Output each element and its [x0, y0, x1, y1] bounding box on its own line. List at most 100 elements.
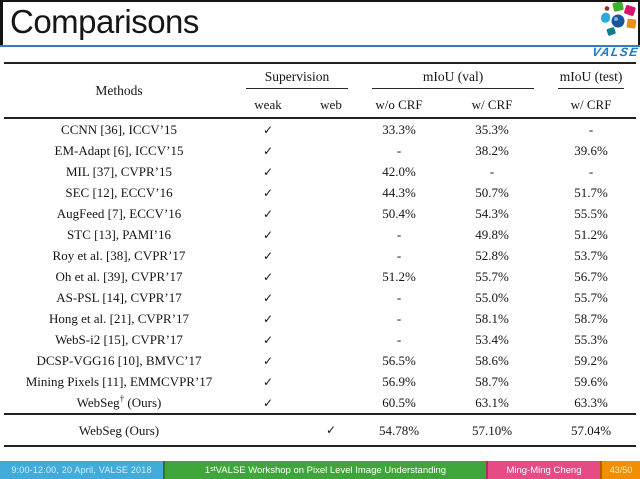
table-row: EM-Adapt [6], ICCV’15 ✓ - 38.2% 39.6%: [4, 140, 636, 161]
miou-test-w-crf-cell: 51.7%: [574, 185, 608, 200]
weak-check-cell: ✓: [262, 122, 274, 137]
miou-val-wo-crf-cell: 44.3%: [382, 185, 416, 200]
footer-session: 9:00-12:00, 20 April, VALSE 2018: [0, 461, 163, 479]
slide-right-border: [638, 0, 640, 47]
method-cell: SEC [12], ECCV’16: [65, 185, 173, 200]
table-row: MIL [37], CVPR’15 ✓ 42.0% - -: [4, 161, 636, 182]
col-header-weak: weak: [234, 92, 302, 119]
web-check-cell: [302, 140, 360, 161]
col-group-miou-val: mIoU (val): [360, 63, 546, 92]
weak-check-cell: ✓: [262, 353, 274, 368]
miou-val-wo-crf-cell: 60.5%: [382, 395, 416, 410]
miou-val-wo-crf-cell: 50.4%: [382, 206, 416, 221]
web-check-cell: [302, 245, 360, 266]
weak-check-cell: ✓: [262, 269, 274, 284]
miou-test-w-crf-cell: 59.6%: [574, 374, 608, 389]
web-check-cell: [302, 203, 360, 224]
method-cell: EM-Adapt [6], ICCV’15: [54, 143, 184, 158]
miou-val-wo-crf-cell: -: [396, 227, 402, 242]
method-cell: Roy et al. [38], CVPR’17: [52, 248, 186, 263]
miou-val-w-crf-cell: 49.8%: [475, 227, 509, 242]
web-check-cell: [302, 182, 360, 203]
web-check-cell: [302, 308, 360, 329]
miou-val-wo-crf-cell: -: [396, 248, 402, 263]
col-header-web: web: [302, 92, 361, 119]
footer-workshop-rest: VALSE Workshop on Pixel Level Image Unde…: [215, 464, 447, 476]
col-header-w-crf-val: w/ CRF: [438, 92, 547, 119]
slide-left-border: [0, 0, 3, 47]
col-group-supervision-label: Supervision: [246, 64, 349, 89]
method-cell: MIL [37], CVPR’15: [65, 164, 173, 179]
col-group-supervision: Supervision: [234, 63, 360, 92]
table-row: SEC [12], ECCV’16 ✓ 44.3% 50.7% 51.7%: [4, 182, 636, 203]
table-row: CCNN [36], ICCV’15 ✓ 33.3% 35.3% -: [4, 118, 636, 140]
valse-logo: VALSE: [591, 1, 640, 59]
table-row: DCSP-VGG16 [10], BMVC’17 ✓ 56.5% 58.6% 59.2%: [4, 350, 636, 371]
miou-test-w-crf-cell: 55.5%: [574, 206, 608, 221]
miou-val-w-crf-cell: 55.0%: [475, 290, 509, 305]
miou-test-w-crf-cell: 63.3%: [574, 395, 608, 410]
miou-val-wo-crf-cell: 51.2%: [382, 269, 416, 284]
method-cell: Oh et al. [39], CVPR’17: [55, 269, 183, 284]
method-cell: AS-PSL [14], CVPR’17: [56, 290, 182, 305]
method-cell: CCNN [36], ICCV’15: [61, 122, 177, 137]
web-check-cell: [302, 224, 360, 245]
footer-workshop-num: 1: [204, 464, 211, 476]
miou-val-wo-crf-cell: -: [396, 332, 402, 347]
table-row: WebSeg† (Ours) ✓ 60.5% 63.1% 63.3%: [4, 392, 636, 414]
title-divider: [0, 45, 640, 47]
method-cell: WebS-i2 [15], CVPR’17: [55, 332, 183, 347]
table-body: CCNN [36], ICCV’15 ✓ 33.3% 35.3% - EM-Adapt […: [4, 118, 636, 414]
miou-val-w-crf-cell: -: [489, 164, 495, 179]
web-check-cell: [302, 266, 360, 287]
web-check-cell: [302, 371, 360, 392]
method-cell: WebSeg† (Ours): [76, 393, 162, 410]
table-row: WebSeg (Ours) ✓ 54.78% 57.10% 57.04%: [4, 414, 636, 446]
weak-check-cell: ✓: [262, 311, 274, 326]
weak-check-cell: ✓: [262, 332, 274, 347]
web-check-cell: [302, 118, 360, 140]
footer-page-number: 43/50: [600, 461, 640, 479]
page-title: Comparisons: [10, 3, 199, 40]
miou-val-w-crf-cell: 57.10%: [471, 422, 513, 438]
method-cell: Hong et al. [21], CVPR’17: [48, 311, 190, 326]
miou-test-w-crf-cell: 39.6%: [574, 143, 608, 158]
method-cell: STC [13], PAMI’16: [67, 227, 171, 242]
web-check-cell: [302, 392, 360, 414]
web-check-cell: [302, 287, 360, 308]
table-row: WebS-i2 [15], CVPR’17 ✓ - 53.4% 55.3%: [4, 329, 636, 350]
miou-test-w-crf-cell: 56.7%: [574, 269, 608, 284]
miou-test-w-crf-cell: 51.2%: [574, 227, 608, 242]
col-group-miou-val-label: mIoU (val): [372, 64, 535, 89]
weak-check-cell: ✓: [262, 164, 274, 179]
miou-test-w-crf-cell: -: [588, 122, 594, 137]
valse-logo-icon: [600, 1, 637, 36]
method-cell: Mining Pixels [11], EMMCVPR’17: [25, 374, 213, 389]
miou-val-w-crf-cell: 58.6%: [475, 353, 509, 368]
miou-val-wo-crf-cell: -: [396, 290, 402, 305]
web-check-cell: [302, 161, 360, 182]
table-row: Roy et al. [38], CVPR’17 ✓ - 52.8% 53.7%: [4, 245, 636, 266]
col-header-methods: Methods: [4, 63, 234, 119]
table-row: AugFeed [7], ECCV’16 ✓ 50.4% 54.3% 55.5%: [4, 203, 636, 224]
miou-test-w-crf-cell: 55.7%: [574, 290, 608, 305]
miou-val-wo-crf-cell: -: [396, 143, 402, 158]
miou-test-w-crf-cell: 55.3%: [574, 332, 608, 347]
col-group-miou-test-label: mIoU (test): [558, 64, 625, 89]
method-cell: WebSeg (Ours): [78, 422, 160, 438]
table-row: AS-PSL [14], CVPR’17 ✓ - 55.0% 55.7%: [4, 287, 636, 308]
miou-test-w-crf-cell: 53.7%: [574, 248, 608, 263]
miou-val-wo-crf-cell: -: [396, 311, 402, 326]
weak-check-cell: ✓: [262, 143, 274, 158]
miou-val-w-crf-cell: 50.7%: [475, 185, 509, 200]
miou-test-w-crf-cell: -: [588, 164, 594, 179]
col-header-wo-crf: w/o CRF: [360, 92, 439, 119]
web-check-cell: ✓: [325, 423, 337, 437]
weak-check-cell: ✓: [262, 395, 274, 410]
miou-val-w-crf-cell: 53.4%: [475, 332, 509, 347]
weak-check-cell: ✓: [262, 248, 274, 263]
miou-test-w-crf-cell: 59.2%: [574, 353, 608, 368]
